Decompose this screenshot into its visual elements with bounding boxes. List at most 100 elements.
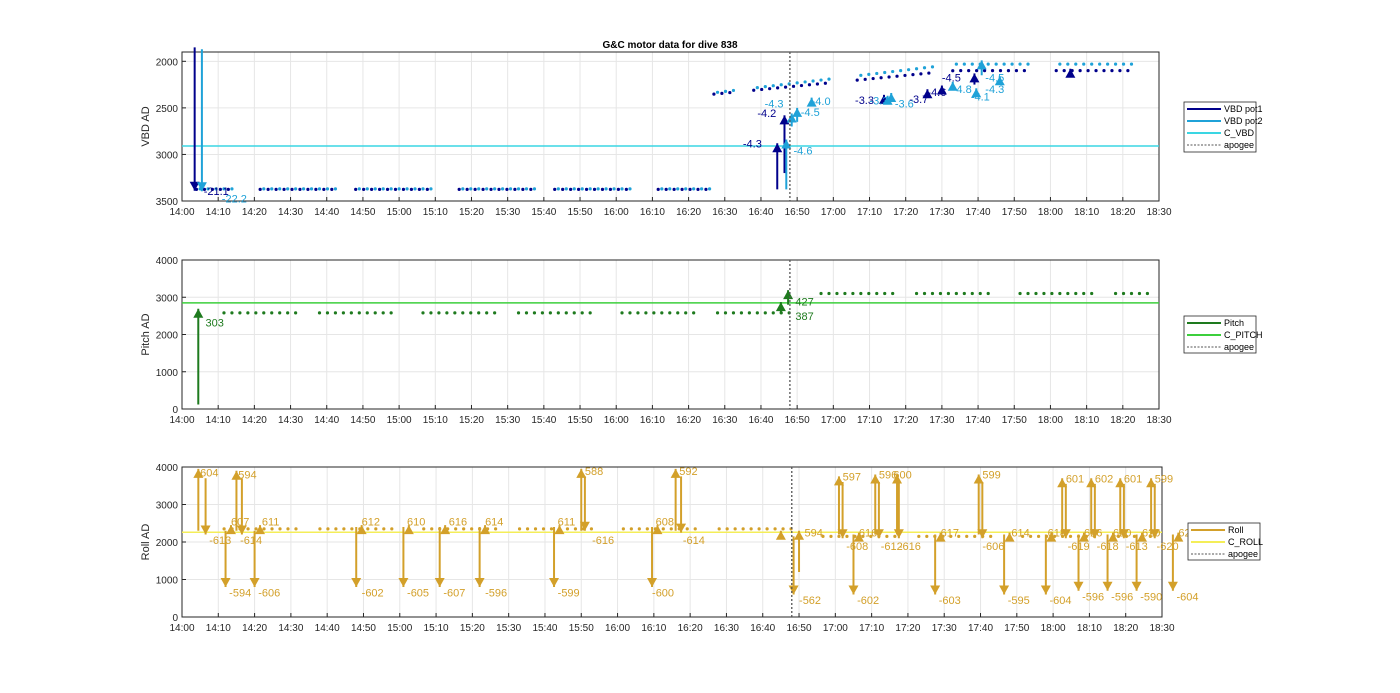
data-point bbox=[325, 311, 330, 315]
data-point bbox=[588, 311, 592, 315]
x-tick-label: 15:50 bbox=[568, 415, 593, 426]
data-point bbox=[723, 311, 728, 315]
data-point bbox=[883, 291, 887, 296]
y-tick-label: 2500 bbox=[156, 104, 179, 115]
x-tick-label: 18:20 bbox=[1110, 415, 1135, 426]
data-point bbox=[869, 534, 873, 538]
data-point bbox=[917, 534, 921, 538]
arrow-head bbox=[994, 76, 1005, 86]
arrow-head bbox=[226, 525, 236, 535]
data-point bbox=[1132, 534, 1137, 538]
arrow-annotation: -614 bbox=[236, 478, 262, 547]
data-point bbox=[362, 187, 366, 191]
arrow-head bbox=[1118, 529, 1129, 539]
x-tick-label: 18:30 bbox=[1146, 207, 1171, 218]
data-point bbox=[481, 187, 485, 191]
arrow-label: -602 bbox=[362, 588, 384, 600]
data-point bbox=[1068, 534, 1073, 538]
arrow-annotation: -607 bbox=[434, 527, 465, 600]
axes-box bbox=[181, 466, 1163, 618]
data-point bbox=[990, 69, 995, 73]
arrow-annotation: 611 bbox=[255, 516, 279, 535]
data-point bbox=[620, 187, 624, 191]
y-tick-label: 4000 bbox=[156, 463, 179, 474]
data-point bbox=[270, 187, 274, 191]
x-tick-label: 15:20 bbox=[459, 207, 484, 218]
data-point bbox=[684, 311, 688, 315]
arrow-annotation: -3.7 bbox=[909, 89, 933, 106]
arrow-label: -613 bbox=[209, 535, 231, 547]
x-tick-label: 14:00 bbox=[169, 623, 194, 634]
arrow-label: -4.5 bbox=[985, 73, 1004, 85]
arrow-annotation: 594 bbox=[794, 528, 823, 572]
x-tick-label: 14:50 bbox=[350, 415, 375, 426]
data-point bbox=[829, 534, 833, 538]
data-point bbox=[891, 69, 895, 74]
arrow-label: 608 bbox=[656, 516, 674, 528]
arrow-annotation: -4.5 bbox=[792, 107, 820, 122]
data-point bbox=[861, 534, 865, 538]
arrow-head bbox=[231, 470, 242, 480]
data-point bbox=[661, 527, 665, 531]
x-tick-label: 14:20 bbox=[242, 623, 267, 634]
arrow-label: -4.0 bbox=[812, 96, 831, 108]
arrow-label: -603 bbox=[939, 595, 961, 607]
data-point bbox=[357, 311, 361, 315]
arrow-head bbox=[936, 85, 947, 95]
y-tick-label: 3000 bbox=[156, 150, 179, 161]
x-tick-label: 15:40 bbox=[532, 623, 557, 634]
arrow-label: -608 bbox=[846, 541, 868, 553]
data-point bbox=[893, 534, 897, 538]
x-tick-label: 18:00 bbox=[1038, 207, 1063, 218]
data-point bbox=[278, 527, 282, 531]
arrow-annotation: 612 bbox=[356, 516, 380, 535]
data-point bbox=[549, 527, 554, 531]
arrow-label: -620 bbox=[1157, 541, 1179, 553]
data-point bbox=[540, 311, 545, 315]
data-point bbox=[1082, 291, 1086, 296]
data-point bbox=[517, 527, 522, 531]
data-point bbox=[572, 187, 576, 191]
data-point bbox=[676, 187, 680, 191]
x-tick-label: 15:20 bbox=[459, 415, 484, 426]
data-point bbox=[755, 85, 759, 90]
data-point bbox=[891, 291, 895, 296]
y-tick-label: 1000 bbox=[156, 368, 179, 379]
data-point bbox=[278, 187, 282, 191]
data-point bbox=[588, 187, 592, 191]
data-point bbox=[885, 534, 889, 538]
data-point bbox=[238, 311, 242, 315]
arrow-annotation: -603 bbox=[930, 534, 961, 607]
arrow-label: 610 bbox=[407, 516, 425, 528]
data-point bbox=[565, 527, 570, 531]
data-point bbox=[1026, 62, 1030, 66]
data-point bbox=[803, 80, 807, 84]
arrow-annotation: 614 bbox=[1004, 528, 1030, 542]
data-point bbox=[445, 311, 449, 315]
arrow-label: -4.8 bbox=[953, 84, 972, 96]
data-point bbox=[1102, 69, 1106, 73]
data-point bbox=[660, 187, 664, 191]
arrow-head bbox=[1089, 529, 1100, 539]
arrow-annotation bbox=[1065, 68, 1076, 78]
data-point bbox=[779, 83, 783, 87]
x-tick-label: 17:10 bbox=[859, 623, 884, 634]
arrow-annotation: -596 bbox=[1073, 534, 1104, 603]
data-point bbox=[624, 187, 628, 191]
data-point bbox=[773, 527, 777, 531]
arrow-label: 592 bbox=[679, 466, 697, 478]
x-tick-label: 15:50 bbox=[569, 623, 594, 634]
data-point bbox=[739, 311, 744, 315]
data-point bbox=[733, 527, 737, 531]
arrow-head bbox=[647, 578, 658, 587]
arrow-label: -4.5 bbox=[801, 107, 820, 119]
x-tick-label: 17:50 bbox=[1002, 415, 1027, 426]
data-point bbox=[556, 187, 560, 191]
arrow-annotation: 600 bbox=[892, 470, 912, 535]
arrow-head bbox=[794, 530, 805, 540]
data-point bbox=[390, 527, 394, 531]
data-point bbox=[1006, 69, 1011, 73]
data-point bbox=[819, 291, 823, 296]
arrow-head bbox=[1173, 532, 1184, 542]
